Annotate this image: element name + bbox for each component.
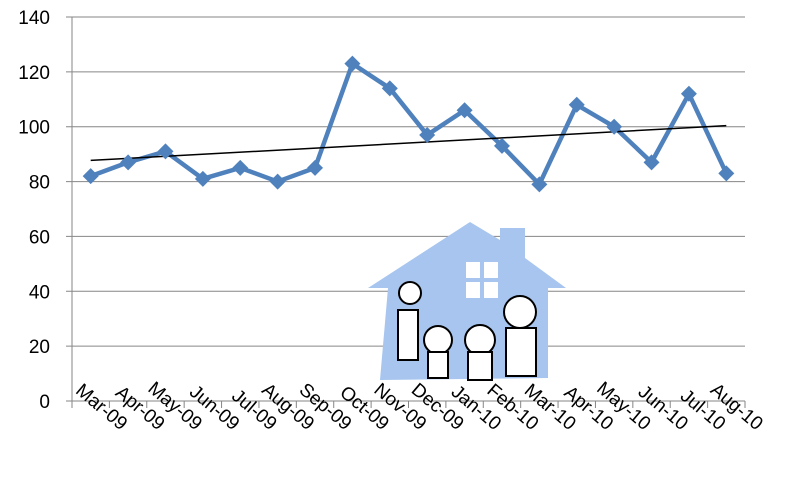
y-tick-label: 40 (29, 282, 50, 303)
y-tick-label: 100 (18, 118, 50, 139)
y-tick-label: 120 (18, 63, 50, 84)
illustration (368, 222, 566, 380)
y-tick-label: 60 (29, 227, 50, 248)
y-tick-label: 20 (29, 337, 50, 358)
y-tick-label: 140 (18, 8, 50, 29)
marker (232, 160, 248, 176)
marker (120, 154, 136, 170)
chart: 020406080100120140Mar-09Apr-09May-09Jun-… (0, 0, 801, 498)
series-line (91, 64, 727, 185)
marker (307, 160, 323, 176)
y-tick-label: 80 (29, 173, 50, 194)
marker (718, 165, 734, 181)
y-tick-label: 0 (39, 392, 50, 413)
marker (270, 174, 286, 190)
